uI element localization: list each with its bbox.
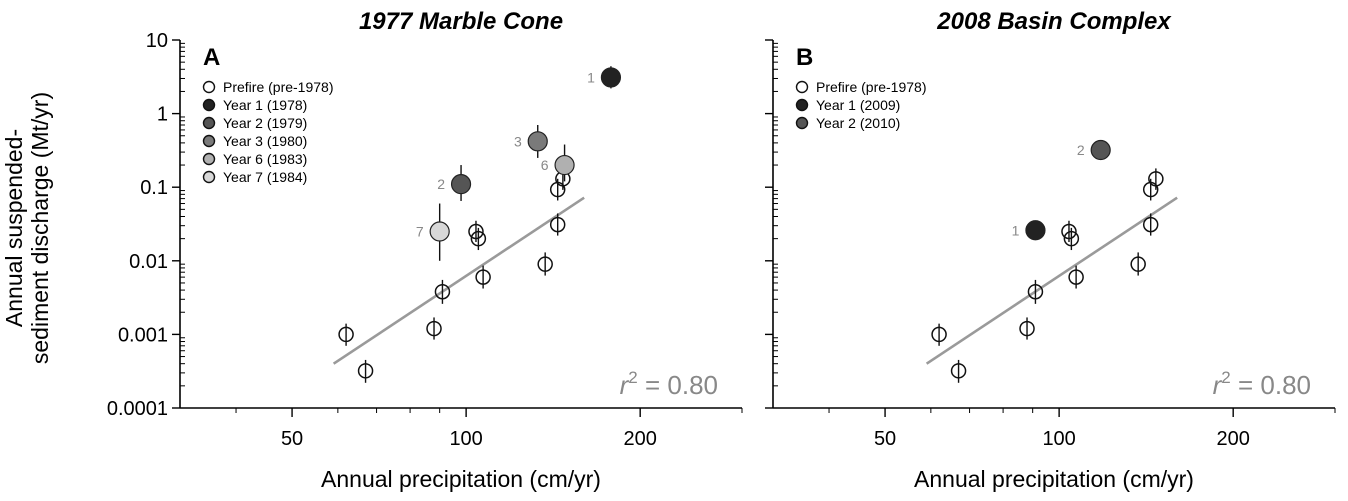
x-tick-label: 100 [449, 428, 482, 450]
prefire-point [1130, 256, 1146, 272]
prefire-point [468, 223, 484, 240]
r-squared-superscript: 2 [628, 368, 637, 387]
postfire-point-label: 1 [1012, 222, 1020, 238]
legend-marker [795, 116, 809, 130]
x-tick-label: 100 [1042, 428, 1075, 450]
legend-marker [202, 152, 216, 166]
panel-letter: A [203, 44, 220, 71]
legend-marker [202, 116, 216, 130]
legend-marker [202, 170, 216, 184]
legend-label: Prefire (pre-1978) [816, 79, 927, 95]
legend-marker [795, 80, 809, 94]
legend-label: Prefire (pre-1978) [223, 79, 334, 95]
legend-marker [202, 98, 216, 112]
r-squared-symbol: r [1213, 370, 1223, 400]
x-axis-label: Annual precipitation (cm/yr) [914, 466, 1194, 492]
panel-letter: B [796, 44, 813, 71]
regression-line [332, 196, 585, 365]
r-squared-symbol: r [620, 370, 630, 400]
y-tick-label: 1 [157, 104, 168, 126]
legend-label: Year 6 (1983) [223, 151, 307, 167]
x-axis-label: Annual precipitation (cm/yr) [321, 466, 601, 492]
legend-label: Year 3 (1980) [223, 133, 307, 149]
r-squared-annotation: r2 = 0.80 [1213, 368, 1311, 400]
postfire-point-label: 7 [416, 224, 424, 240]
postfire-point-label: 6 [541, 157, 549, 173]
postfire-point-label: 1 [587, 69, 595, 85]
prefire-point [1148, 171, 1164, 187]
y-tick-label: 0.0001 [107, 398, 168, 420]
prefire-point [537, 256, 553, 272]
prefire-point [426, 320, 442, 337]
legend-marker [202, 80, 216, 94]
legend-label: Year 2 (1979) [223, 115, 307, 131]
postfire-point [527, 131, 548, 152]
postfire-point-label: 2 [437, 176, 445, 192]
legend-marker [795, 98, 809, 112]
prefire-point [1019, 320, 1035, 337]
legend-marker [202, 134, 216, 148]
prefire-point [950, 363, 967, 379]
x-tick-label: 200 [623, 428, 656, 450]
prefire-point [549, 216, 566, 233]
r-squared-superscript: 2 [1221, 368, 1230, 387]
postfire-point [1090, 139, 1111, 161]
legend-label: Year 2 (2010) [816, 115, 900, 131]
r-squared-value: = 0.80 [638, 370, 718, 400]
legend-label: Year 1 (1978) [223, 97, 307, 113]
postfire-point-label: 2 [1077, 142, 1085, 158]
chart-title: 2008 Basin Complex [936, 8, 1172, 35]
prefire-point [1142, 216, 1159, 233]
regression-line [925, 196, 1178, 365]
postfire-point [600, 67, 622, 88]
chart-title: 1977 Marble Cone [359, 8, 563, 35]
prefire-point [931, 326, 947, 343]
y-tick-label: 0.1 [140, 177, 168, 199]
panel-a: 1977 Marble Cone 10 1 0.1 0.01 0.001 0.0001 50 1… [107, 8, 743, 492]
prefire-point [1063, 230, 1080, 247]
prefire-point [1061, 223, 1077, 240]
prefire-point [338, 326, 354, 343]
legend-label: Year 7 (1984) [223, 169, 307, 185]
postfire-point [554, 154, 575, 176]
y-axis-title-line-1: Annual suspended- [1, 129, 27, 327]
x-tick-label: 50 [281, 428, 303, 450]
r-squared-value: = 0.80 [1231, 370, 1311, 400]
legend-label: Year 1 (2009) [816, 97, 900, 113]
y-tick-label: 10 [146, 30, 168, 52]
postfire-point-label: 3 [514, 133, 522, 149]
x-tick-label: 200 [1216, 428, 1249, 450]
prefire-point [470, 230, 487, 247]
prefire-point [1027, 283, 1044, 300]
prefire-point [475, 269, 491, 285]
prefire-point [1068, 269, 1084, 285]
postfire-point [450, 174, 472, 195]
panel-b: 2008 Basin Complex 50 100 200 Annual precipi… [765, 8, 1336, 492]
prefire-point [434, 283, 451, 300]
prefire-point [357, 363, 374, 379]
y-axis-title-line-2: sediment discharge (Mt/yr) [27, 92, 53, 364]
y-tick-label: 0.001 [118, 324, 168, 346]
postfire-point [1025, 220, 1046, 241]
x-tick-label: 50 [874, 428, 896, 450]
y-tick-label: 0.01 [129, 251, 168, 273]
r-squared-annotation: r2 = 0.80 [620, 368, 718, 400]
postfire-point [429, 221, 450, 242]
